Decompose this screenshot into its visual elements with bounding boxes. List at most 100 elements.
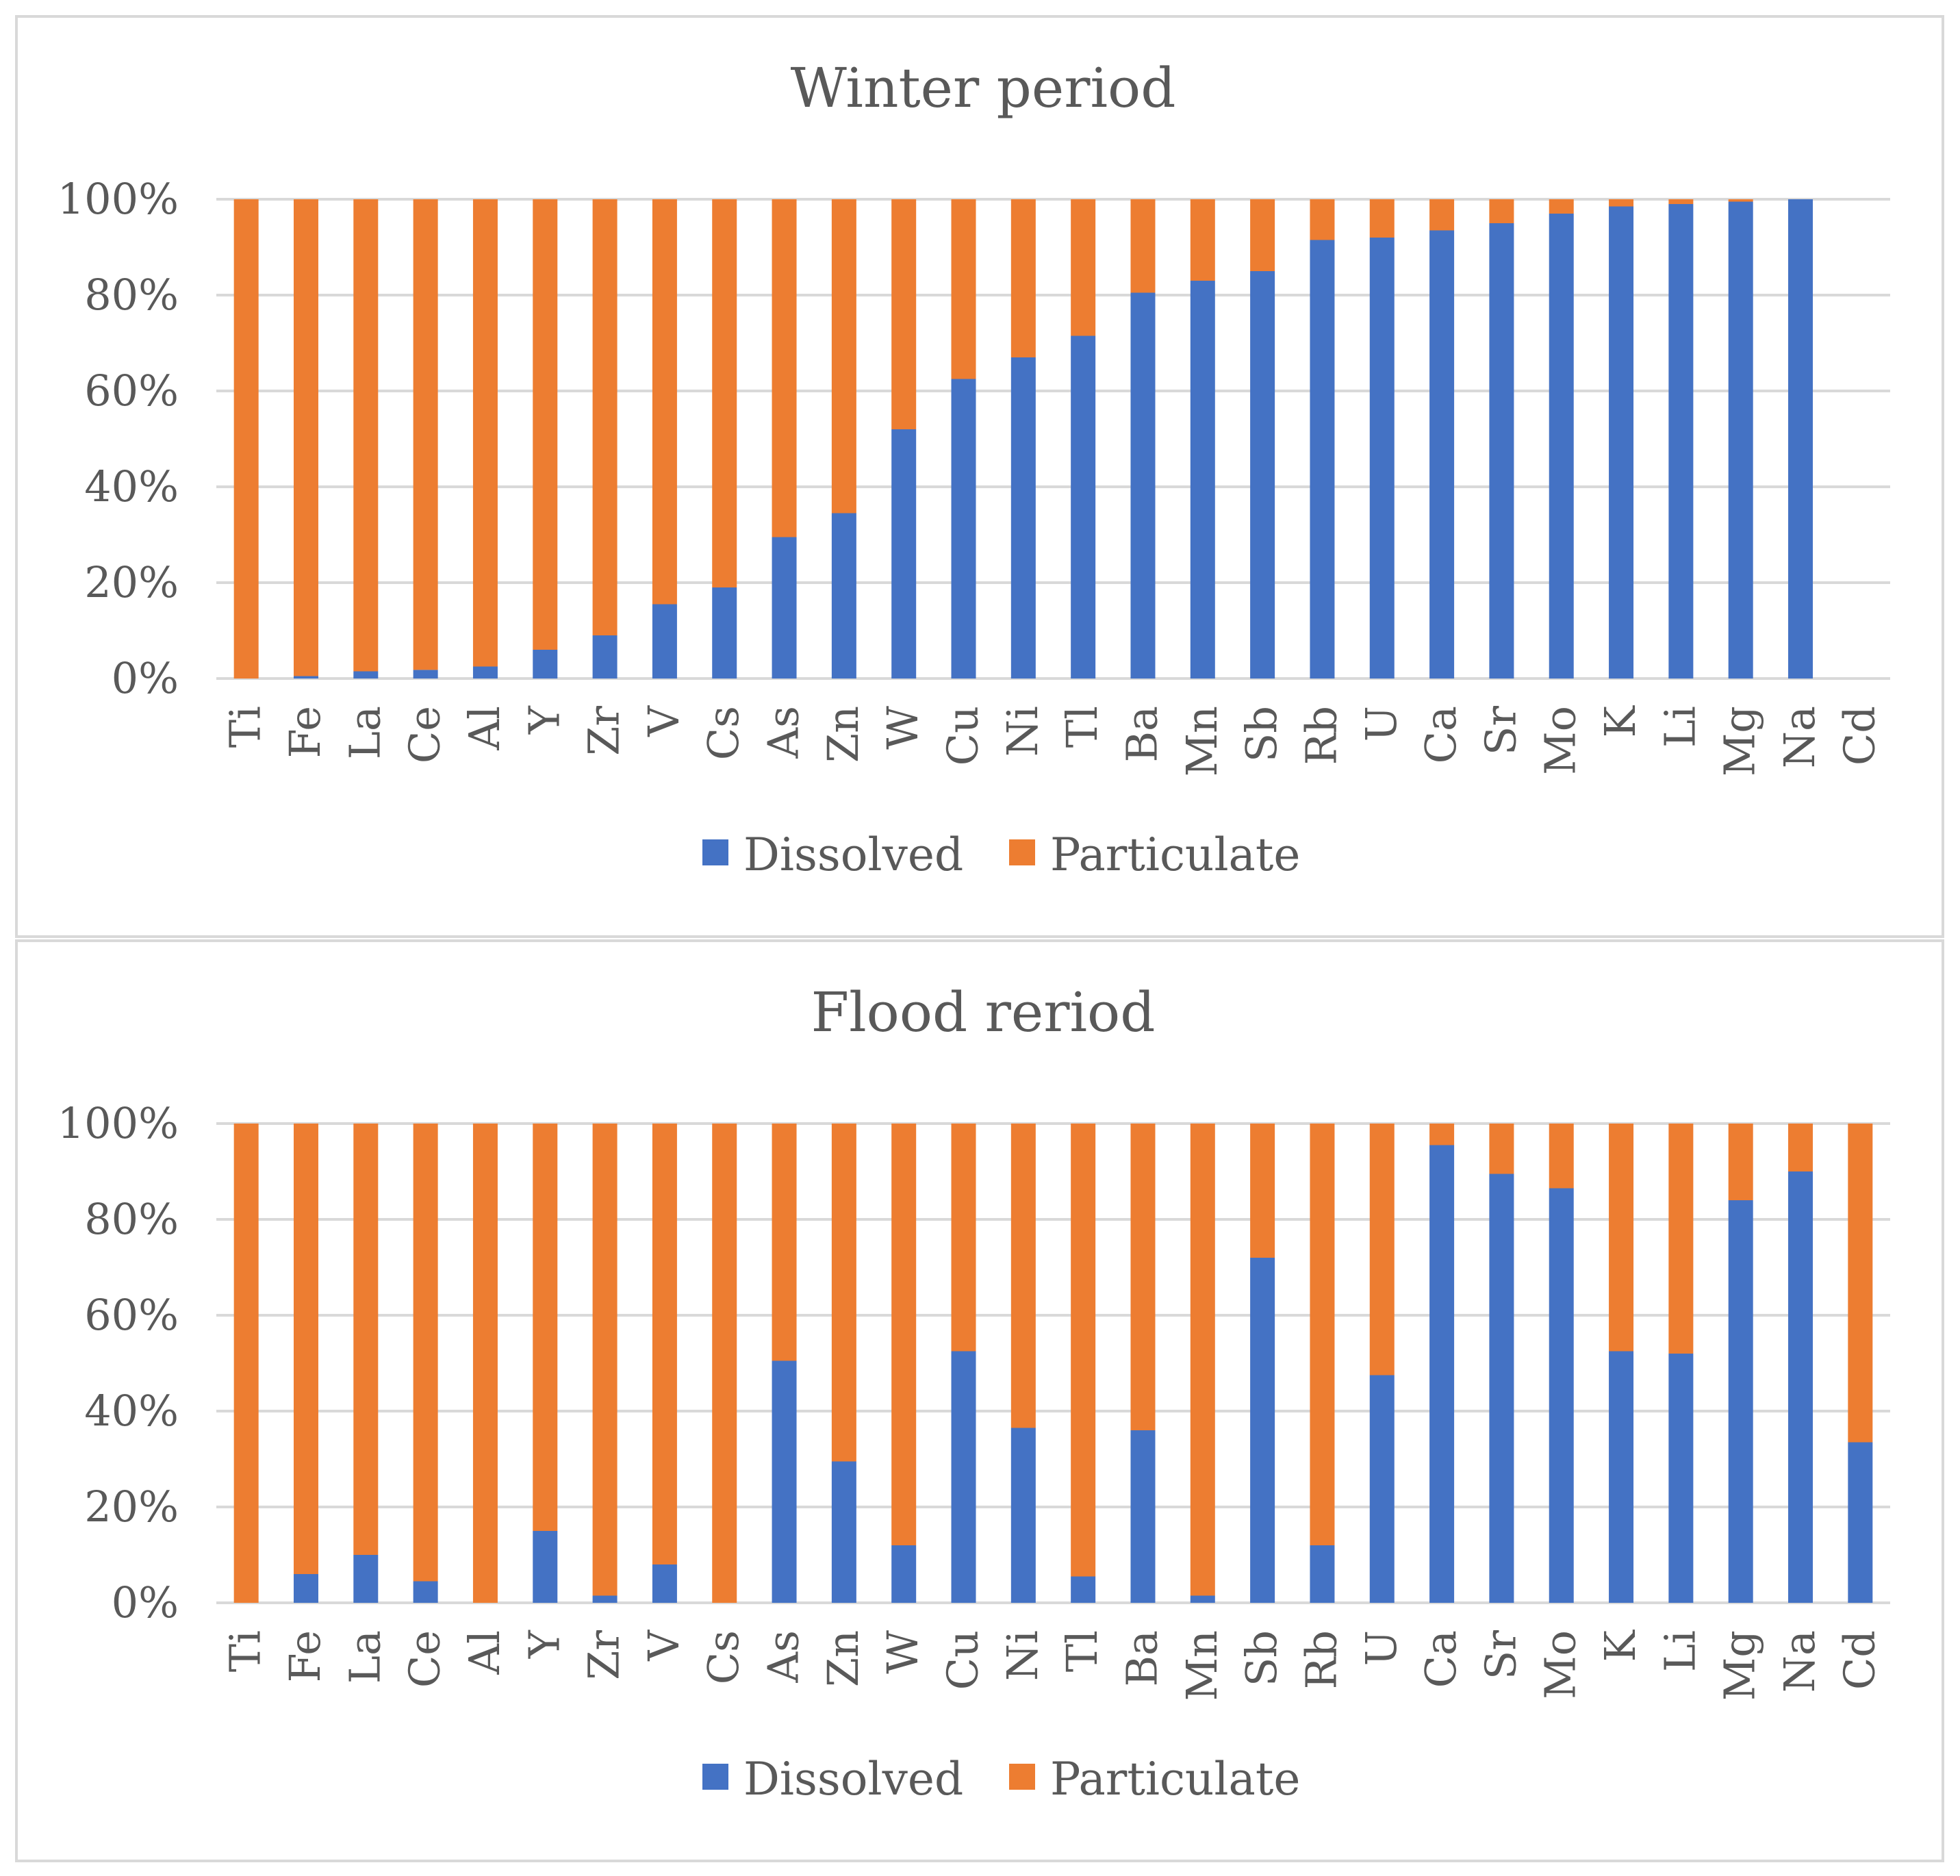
bar-dissolved-Tl [1071,335,1096,679]
bar-particulate-Mg [1728,199,1753,202]
bar-particulate-Rb [1310,199,1335,240]
bar-dissolved-Ce [413,670,438,679]
x-tick-label: Rb [1296,706,1346,765]
legend-swatch-particulate [1009,839,1035,865]
x-tick-label: Cu [938,1630,988,1690]
chart-title: Winter period [791,56,1176,120]
bar-dissolved-Ni [1010,357,1036,679]
x-tick-label: Mn [1177,706,1227,776]
bar-dissolved-As [772,537,797,679]
bar-dissolved-La [353,671,379,679]
x-tick-label: Tl [1057,1630,1107,1672]
bar-dissolved-Li [1668,204,1694,679]
bar-dissolved-V [652,604,677,679]
bar-dissolved-Ba [1130,1430,1156,1603]
bar-dissolved-Mo [1549,1188,1574,1603]
bar-dissolved-Ba [1130,292,1156,679]
bar-dissolved-Sb [1250,1258,1275,1603]
x-tick-label: Zr [579,1630,629,1680]
bar-dissolved-W [891,1545,917,1603]
bar-particulate-Ti [233,1124,259,1603]
x-tick-label: La [340,1630,390,1684]
bar-particulate-La [353,199,379,672]
x-tick-label: Ni [997,1630,1047,1681]
y-tick-label: 80% [84,1194,179,1244]
y-tick-label: 60% [84,366,179,416]
x-tick-label: Cd [1834,1630,1884,1690]
bar-dissolved-U [1369,1375,1395,1603]
bar-particulate-K [1609,1124,1634,1352]
bar-particulate-Zr [592,1124,618,1596]
bar-dissolved-Na [1788,199,1813,679]
x-tick-label: Zn [818,706,868,763]
bar-particulate-La [353,1124,379,1555]
bar-dissolved-Mn [1190,1595,1215,1603]
bar-particulate-Li [1668,1124,1694,1354]
bar-particulate-Zn [831,1124,856,1462]
bar-particulate-K [1609,199,1634,207]
x-tick-label: Cs [698,706,748,760]
bar-particulate-Ca [1429,1124,1455,1145]
x-tick-label: Mg [1715,1630,1765,1701]
legend-label-particulate: Particulate [1050,1753,1300,1805]
bar-dissolved-Mn [1190,281,1215,679]
legend-swatch-particulate [1009,1764,1035,1790]
bar-particulate-As [772,199,797,537]
flood-chart-panel: Flood reriod 0% 20% 40% 60% 80% 100% Ti Fe La Ce Al… [15,939,1944,1862]
y-tick-label: 60% [84,1290,179,1340]
bar-particulate-Sr [1489,1124,1514,1174]
bar-particulate-Cs [712,1124,737,1603]
bar-particulate-Mg [1728,1124,1753,1200]
bar-dissolved-Ca [1429,1145,1455,1603]
bar-particulate-Ca [1429,199,1455,231]
bar-particulate-Ba [1130,1124,1156,1430]
bar-particulate-Cd [1848,1124,1873,1443]
y-tick-label: 20% [84,557,179,607]
chart-title: Flood reriod [811,980,1156,1044]
bar-dissolved-Zn [831,1461,856,1603]
bar-dissolved-U [1369,238,1395,679]
x-tick-label: Mo [1536,706,1586,775]
bar-dissolved-Zr [592,1595,618,1603]
bar-dissolved-Y [533,650,558,679]
bar-particulate-U [1369,1124,1395,1376]
x-tick-label: K [1595,1629,1645,1662]
bar-dissolved-Sr [1489,223,1514,679]
bar-dissolved-Li [1668,1354,1694,1603]
bar-particulate-Na [1788,1124,1813,1171]
bar-dissolved-W [891,429,917,679]
bar-particulate-V [652,1124,677,1564]
bar-dissolved-Cd [1848,1442,1873,1603]
y-tick-label: 40% [84,1386,179,1436]
x-tick-label: Tl [1057,706,1107,748]
x-tick-label: Ti [220,1630,270,1672]
bar-dissolved-Tl [1071,1576,1096,1603]
bar-particulate-As [772,1124,797,1361]
bar-particulate-Li [1668,199,1694,204]
bar-dissolved-Ca [1429,230,1455,679]
x-tick-label: V [639,705,689,737]
legend-label-particulate: Particulate [1050,828,1300,881]
bar-particulate-Cu [951,1124,976,1352]
y-tick-label: 0% [112,1577,179,1627]
bar-particulate-Sr [1489,199,1514,223]
x-tick-label: Ca [1416,1630,1466,1688]
bar-particulate-Ce [413,199,438,670]
bar-particulate-V [652,199,677,605]
bar-dissolved-Na [1788,1171,1813,1603]
x-tick-label: Li [1655,706,1705,748]
bar-dissolved-Fe [293,1574,318,1603]
x-tick-label: Y [519,705,569,735]
bar-dissolved-Zr [592,635,618,679]
bar-dissolved-Ce [413,1581,438,1603]
x-tick-label: U [1356,1630,1406,1666]
y-tick-label: 100% [58,174,179,224]
bar-particulate-Cs [712,199,737,587]
bar-particulate-Fe [293,1124,318,1574]
bar-particulate-Rb [1310,1124,1335,1545]
bar-particulate-Ni [1010,1124,1036,1428]
x-tick-label: Sb [1236,706,1286,762]
x-tick-label: W [878,1630,928,1674]
bar-particulate-Al [472,199,498,667]
